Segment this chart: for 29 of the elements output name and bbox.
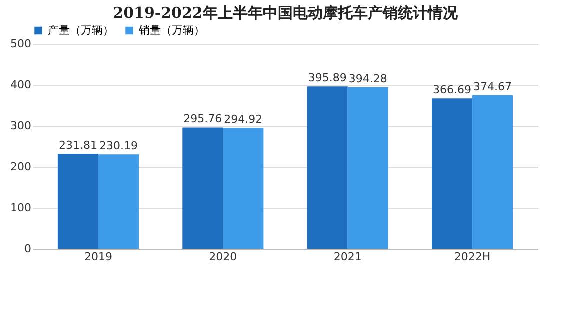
data-label: 374.67	[474, 80, 512, 94]
legend-label: 产量（万辆）	[48, 24, 114, 37]
y-tick-label: 400	[10, 78, 32, 92]
chart-title: 2019-2022年上半年中国电动摩托车产销统计情况	[113, 4, 459, 22]
y-tick-label: 200	[10, 160, 32, 174]
data-label: 366.69	[433, 84, 472, 97]
data-label: 395.89	[308, 72, 347, 85]
x-tick-label: 2019	[84, 250, 112, 264]
y-tick-label: 100	[10, 202, 32, 214]
bar	[307, 86, 348, 249]
data-label: 295.76	[184, 112, 222, 126]
bar	[182, 128, 224, 249]
y-tick-label: 300	[10, 120, 32, 132]
y-tick-label: 0	[24, 242, 32, 256]
data-label: 294.92	[224, 113, 263, 126]
bar	[58, 154, 98, 249]
x-tick-label: 2022H	[454, 250, 491, 264]
legend-label: 销量（万辆）	[138, 24, 205, 37]
bar	[432, 98, 473, 249]
bar	[472, 95, 514, 249]
data-label: 230.19	[99, 140, 138, 153]
x-tick-label: 2020	[209, 250, 238, 264]
y-tick-label: 500	[10, 38, 32, 50]
bar	[223, 128, 264, 249]
bar	[98, 154, 139, 249]
data-label: 231.81	[58, 138, 98, 152]
x-tick-label: 2021	[334, 250, 362, 264]
data-label: 394.28	[348, 72, 388, 86]
bar	[348, 87, 388, 249]
